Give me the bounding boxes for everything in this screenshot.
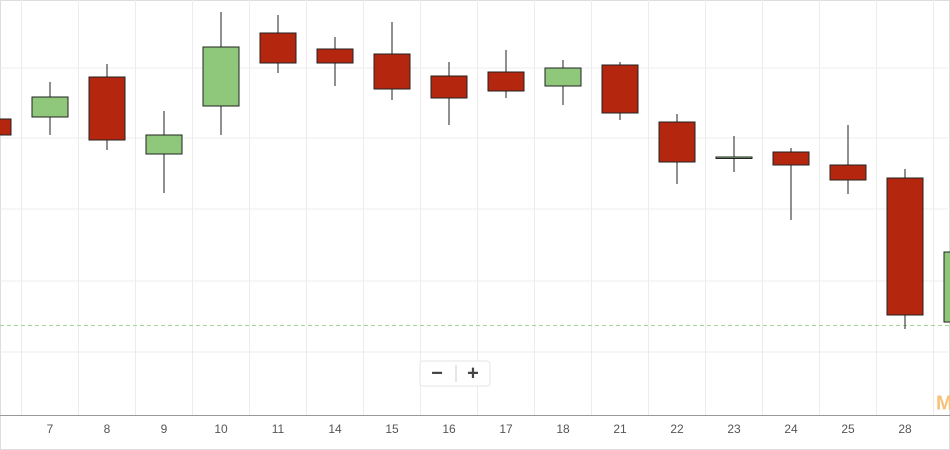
x-tick-label: 24 <box>784 422 798 436</box>
x-tick-label: 15 <box>385 422 399 436</box>
x-tick-label: 16 <box>442 422 456 436</box>
zoom-out[interactable]: − <box>431 362 443 384</box>
x-tick-label: 28 <box>898 422 912 436</box>
candle-body <box>601 64 639 114</box>
candle-body <box>658 121 696 163</box>
x-tick-label: 18 <box>556 422 570 436</box>
x-tick-label: 22 <box>670 422 684 436</box>
x-tick-label: 14 <box>328 422 342 436</box>
candle-body <box>886 177 924 316</box>
candle-body <box>715 156 753 159</box>
candle-body <box>145 134 183 155</box>
x-tick-label: 17 <box>499 422 513 436</box>
candle-body <box>0 118 12 136</box>
zoom-control: − + <box>419 360 491 387</box>
candle-body <box>259 32 297 64</box>
x-tick-label: 23 <box>727 422 741 436</box>
zoom-in[interactable]: + <box>467 362 479 384</box>
candle-body <box>202 46 240 107</box>
candle-body <box>316 48 354 64</box>
zoom-box <box>419 360 491 387</box>
candle-body <box>544 67 582 87</box>
x-tick-label: 8 <box>104 422 111 436</box>
candle-body <box>430 75 468 99</box>
x-tick-label: 7 <box>47 422 54 436</box>
candle-body <box>88 76 126 141</box>
x-tick-label: 10 <box>214 422 228 436</box>
candle-body <box>829 164 867 181</box>
x-tick-label: 11 <box>272 422 285 436</box>
candle-body <box>373 53 411 90</box>
x-tick-label: 25 <box>841 422 855 436</box>
candle-body <box>943 251 950 323</box>
x-tick-label: 21 <box>613 422 627 436</box>
x-tick-label: 9 <box>161 422 168 436</box>
watermark: M <box>936 392 950 414</box>
candle-body <box>772 151 810 166</box>
candle-body <box>487 71 525 92</box>
candle-body <box>31 96 69 118</box>
